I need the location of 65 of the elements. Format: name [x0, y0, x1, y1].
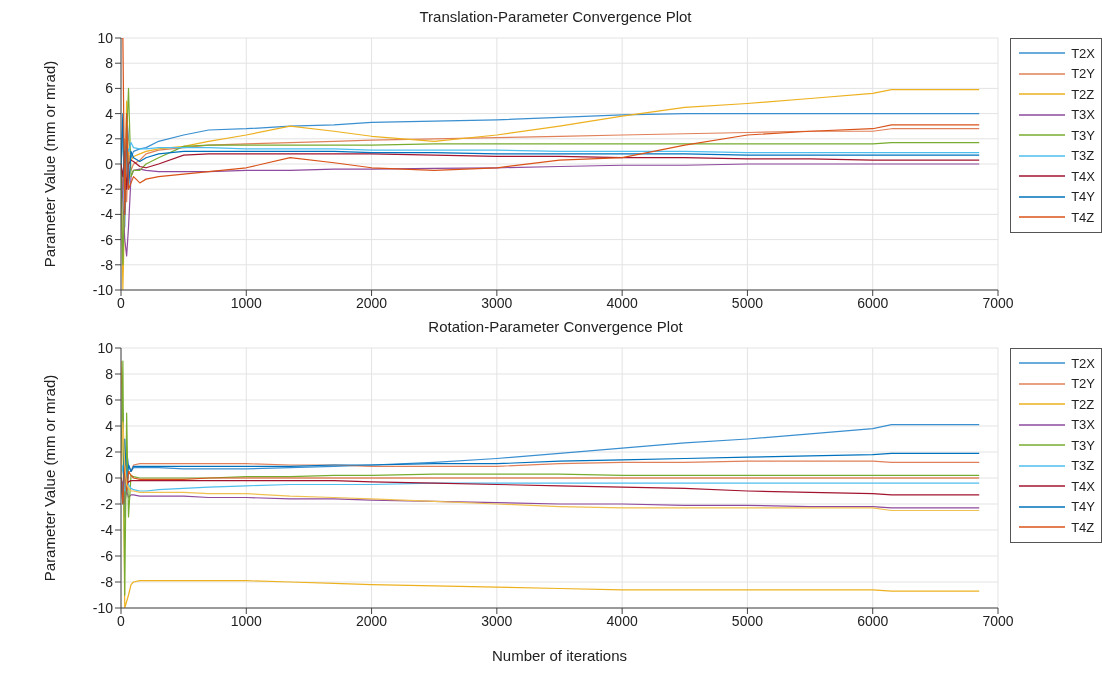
x-tick-label: 2000 [355, 612, 388, 629]
line-series [121, 163, 980, 257]
legend-label: T4Y [1071, 499, 1095, 515]
legend-label: T2X [1071, 45, 1095, 61]
legend-label: T3Z [1071, 458, 1095, 474]
y-tick-label: 0 [105, 155, 114, 172]
legend-label: T2X [1071, 355, 1095, 371]
y-tick-label: -6 [100, 547, 114, 564]
y-tick-label: 10 [97, 29, 114, 46]
legend-label: T4Y [1071, 189, 1095, 205]
x-tick-label: 0 [117, 612, 126, 629]
y-tick-label: 6 [105, 391, 114, 408]
y-tick-label: -4 [100, 521, 114, 538]
legend-label: T2Z [1071, 86, 1095, 102]
y-tick-label: -4 [100, 206, 114, 223]
x-axis-title: Number of iterations [491, 647, 628, 664]
legend-label: T2Z [1071, 396, 1095, 412]
legend-label: T4X [1071, 478, 1095, 494]
legend-label: T3Y [1071, 437, 1095, 453]
y-tick-label: -6 [100, 231, 114, 248]
legend-label: T3Z [1071, 148, 1095, 164]
legend-label: T4X [1071, 168, 1095, 184]
x-tick-label: 5000 [731, 612, 764, 629]
y-tick-label: 4 [105, 417, 114, 434]
y-tick-label: -2 [100, 495, 114, 512]
legend-label: T4Z [1071, 519, 1095, 535]
chart-title: Rotation-Parameter Convergence Plot [427, 318, 684, 335]
x-tick-label: 4000 [606, 294, 638, 311]
legend-label: T3X [1071, 417, 1095, 433]
y-tick-label: 10 [97, 339, 114, 356]
x-tick-label: 7000 [982, 294, 1014, 311]
x-tick-label: 6000 [857, 612, 889, 629]
y-tick-label: 0 [105, 469, 114, 486]
y-tick-label: -2 [100, 181, 114, 198]
y-tick-label: 8 [105, 55, 114, 72]
y-tick-label: 6 [105, 80, 114, 97]
x-tick-label: 4000 [606, 612, 638, 629]
x-tick-label: 1000 [230, 612, 263, 629]
y-tick-label: -10 [92, 281, 114, 298]
y-tick-label: 2 [105, 130, 114, 147]
y-tick-label: 8 [105, 365, 114, 382]
y-axis-title: Parameter Value (mm or mrad) [41, 60, 59, 268]
legend-label: T2Y [1071, 66, 1095, 82]
y-tick-label: -10 [92, 599, 114, 616]
x-tick-label: 2000 [355, 294, 388, 311]
legend-label: T3X [1071, 107, 1095, 123]
x-tick-label: 7000 [982, 612, 1014, 629]
y-tick-label: -8 [100, 573, 114, 590]
legend-label: T3Y [1071, 127, 1095, 143]
line-series [121, 38, 980, 215]
legend-label: T2Y [1071, 376, 1095, 392]
x-tick-label: 5000 [731, 294, 764, 311]
legend-label: T4Z [1071, 209, 1095, 225]
x-tick-label: 0 [117, 294, 126, 311]
chart-title: Translation-Parameter Convergence Plot [418, 8, 693, 25]
x-tick-label: 1000 [230, 294, 263, 311]
line-series [121, 464, 980, 492]
y-tick-label: -8 [100, 256, 114, 273]
x-tick-label: 3000 [481, 612, 513, 629]
y-tick-label: 2 [105, 443, 114, 460]
line-series [121, 150, 980, 190]
y-tick-label: 4 [105, 105, 114, 122]
x-tick-label: 3000 [481, 294, 513, 311]
y-axis-title: Parameter Value (mm or mrad) [41, 374, 59, 582]
x-tick-label: 6000 [857, 294, 889, 311]
